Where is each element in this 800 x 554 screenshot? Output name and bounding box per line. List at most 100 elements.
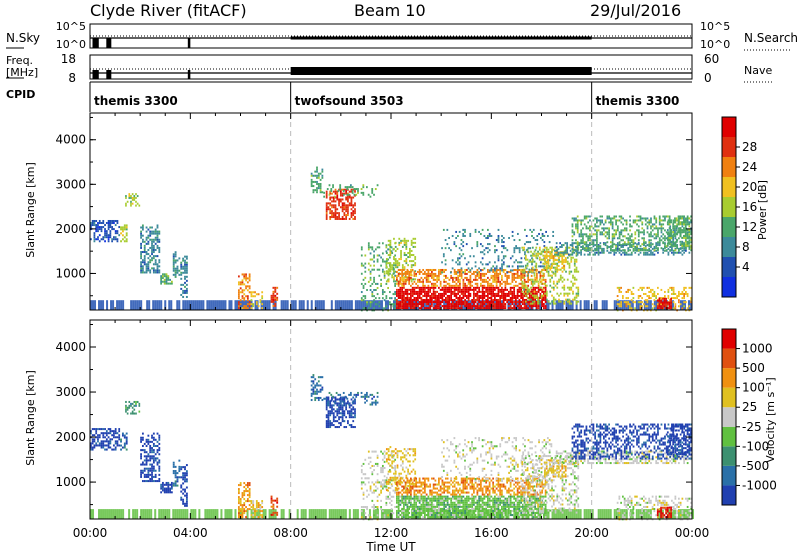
range-gate-cell [483,253,486,256]
range-gate-cell [376,258,379,261]
range-gate-cell [594,217,597,220]
range-gate-cell [597,244,600,247]
range-gate-cell [630,244,633,247]
range-gate-cell [172,265,175,268]
range-gate-cell [592,239,595,242]
range-gate-cell [473,509,476,519]
range-gate-cell [556,286,559,289]
range-gate-cell [566,244,569,247]
range-gate-cell [497,280,500,283]
range-gate-cell [552,298,555,301]
range-gate-cell [466,276,468,279]
range-gate-cell [648,249,651,252]
range-gate-cell [515,296,517,299]
range-gate-cell [595,300,598,310]
range-gate-cell [639,251,642,254]
range-gate-cell [453,280,456,283]
range-gate-cell [438,305,440,308]
range-gate-cell [319,182,322,185]
range-gate-cell [529,305,531,308]
range-gate-cell [406,276,409,279]
range-gate-cell [369,303,372,306]
range-gate-cell [504,294,507,297]
range-gate-cell [538,265,540,268]
range-gate-cell [515,268,517,271]
range-gate-cell [669,249,672,252]
range-gate-cell [469,307,472,310]
range-gate-cell [481,263,484,266]
range-gate-cell [274,286,277,289]
range-gate-cell [543,292,545,295]
range-gate-cell [513,239,516,242]
range-gate-cell [683,301,685,304]
range-gate-cell [532,298,535,302]
range-gate-cell [603,227,605,230]
range-gate-cell [623,227,626,230]
range-gate-cell [601,231,604,234]
range-gate-cell [364,276,367,279]
range-gate-cell [125,408,127,411]
range-gate-cell [513,268,516,271]
range-gate-cell [106,509,109,519]
range-gate-cell [530,292,532,295]
range-gate-cell [319,172,322,175]
range-gate-cell [445,509,448,519]
range-gate-cell [530,280,533,283]
range-gate-cell [608,227,610,230]
range-gate-cell [414,258,417,261]
range-gate-cell [143,463,146,466]
range-gate-cell [616,219,619,222]
range-gate-cell [623,243,626,246]
range-gate-cell [501,259,503,262]
range-gate-cell [585,225,588,228]
range-gate-cell [338,202,340,205]
range-gate-cell [261,297,264,300]
range-gate-cell [467,303,470,306]
range-gate-cell [529,259,532,262]
range-gate-cell [596,221,598,224]
range-gate-cell [166,509,169,519]
range-gate-cell [325,208,328,211]
range-gate-cell [627,239,630,242]
range-gate-cell [114,442,117,445]
range-gate-cell [490,267,493,270]
range-gate-cell [536,278,538,281]
range-gate-cell [172,261,175,264]
range-gate-cell [348,202,351,205]
range-gate-cell [314,170,317,173]
range-gate-cell [425,280,428,283]
range-gate-cell [643,243,645,246]
range-gate-cell [575,294,578,297]
range-gate-cell [319,178,322,181]
range-gate-cell [650,239,652,242]
range-gate-cell [483,280,486,283]
range-gate-cell [657,227,659,230]
range-gate-cell [388,291,391,294]
range-gate-cell [592,219,595,222]
range-gate-cell [608,251,610,254]
range-gate-cell [529,296,531,299]
range-gate-cell [401,268,404,271]
range-gate-cell [675,219,678,222]
range-gate-cell [520,270,523,273]
range-gate-cell [125,440,128,443]
range-gate-cell [501,234,503,237]
range-gate-cell [601,251,603,254]
range-gate-cell [554,270,557,273]
range-gate-cell [637,288,640,291]
range-gate-cell [348,196,351,199]
range-gate-cell [156,463,159,466]
range-gate-cell [667,290,670,293]
range-gate-cell [688,221,691,224]
range-gate-cell [495,270,498,273]
range-gate-cell [439,280,442,283]
freq-label-1: Freq. [6,54,33,67]
range-gate-cell [111,238,114,241]
range-gate-cell [620,229,623,232]
range-gate-cell [664,237,666,240]
range-gate-cell [352,204,355,207]
range-gate-cell [535,270,538,273]
range-gate-cell [571,300,574,310]
range-gate-cell [107,444,110,447]
range-gate-cell [170,282,173,285]
